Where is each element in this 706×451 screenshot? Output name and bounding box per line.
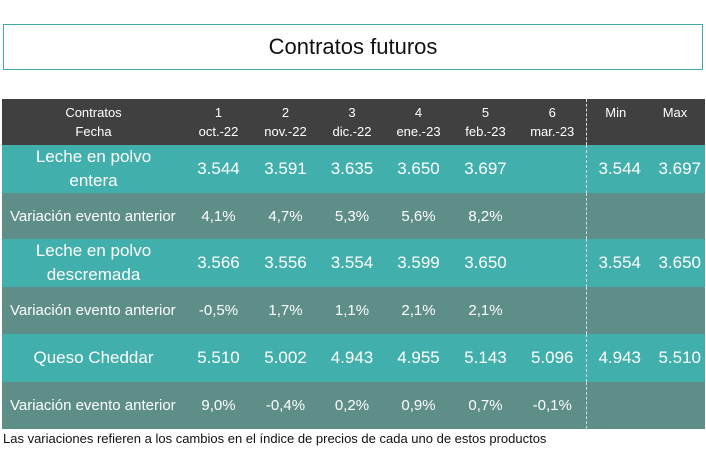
variation-cell <box>519 287 587 334</box>
variation-label: Variación evento anterior <box>2 193 185 239</box>
price-cell: 3.544 <box>185 145 252 193</box>
variation-cell: 8,2% <box>452 193 519 239</box>
futures-table: Contratos Fecha 1 oct.-22 2 nov.-22 3 dic.-… <box>2 99 705 429</box>
product-row: Queso Cheddar 5.510 5.002 4.943 4.955 5.… <box>2 334 705 382</box>
price-cell: 3.599 <box>385 239 452 287</box>
variation-cell: -0,5% <box>185 287 252 334</box>
header-label: Contratos Fecha <box>2 99 185 145</box>
variation-cell: 4,1% <box>185 193 252 239</box>
product-label: Leche en polvo descremada <box>2 239 185 287</box>
header-col-5: 5 feb.-23 <box>452 99 519 145</box>
price-cell: 3.650 <box>385 145 452 193</box>
variation-cell: 0,2% <box>319 382 385 429</box>
variation-cell: 2,1% <box>385 287 452 334</box>
col-number: 4 <box>414 105 423 120</box>
variation-label: Variación evento anterior <box>2 287 185 334</box>
empty-cell <box>645 382 705 429</box>
header-date-label: Fecha <box>75 124 112 139</box>
product-label: Queso Cheddar <box>2 334 185 382</box>
empty-cell <box>645 193 705 239</box>
variation-cell: 0,9% <box>385 382 452 429</box>
price-cell <box>519 145 587 193</box>
variation-cell: 9,0% <box>185 382 252 429</box>
empty-cell <box>586 382 645 429</box>
variation-cell: 0,7% <box>452 382 519 429</box>
product-row: Leche en polvo descremada 3.566 3.556 3.5… <box>2 239 705 287</box>
max-cell: 5.510 <box>645 334 705 382</box>
variation-cell: -0,1% <box>519 382 587 429</box>
variation-row: Variación evento anterior -0,5% 1,7% 1,1… <box>2 287 705 334</box>
col-number: 2 <box>281 105 290 120</box>
max-cell: 3.697 <box>645 145 705 193</box>
col-date: nov.-22 <box>264 124 307 139</box>
header-col-3: 3 dic.-22 <box>319 99 385 145</box>
col-number: 5 <box>481 105 490 120</box>
max-cell: 3.650 <box>645 239 705 287</box>
variation-cell: -0,4% <box>252 382 319 429</box>
header-contracts-label: Contratos <box>65 105 122 120</box>
price-cell: 3.554 <box>319 239 385 287</box>
product-row: Leche en polvo entera 3.544 3.591 3.635 3… <box>2 145 705 193</box>
col-date: mar.-23 <box>530 124 575 139</box>
price-cell: 5.002 <box>252 334 319 382</box>
variation-row: Variación evento anterior 4,1% 4,7% 5,3%… <box>2 193 705 239</box>
variation-row: Variación evento anterior 9,0% -0,4% 0,2… <box>2 382 705 429</box>
variation-cell <box>519 193 587 239</box>
header-min: Min <box>586 99 645 145</box>
variation-cell: 2,1% <box>452 287 519 334</box>
variation-cell: 1,1% <box>319 287 385 334</box>
col-number: 6 <box>548 105 556 120</box>
variation-cell: 4,7% <box>252 193 319 239</box>
price-cell: 3.635 <box>319 145 385 193</box>
price-cell: 5.143 <box>452 334 519 382</box>
variation-cell: 5,3% <box>319 193 385 239</box>
price-cell: 3.556 <box>252 239 319 287</box>
col-number: 3 <box>348 105 356 120</box>
col-date: ene.-23 <box>396 124 441 139</box>
price-cell: 3.591 <box>252 145 319 193</box>
price-cell: 5.096 <box>519 334 587 382</box>
price-cell: 4.943 <box>319 334 385 382</box>
variation-label: Variación evento anterior <box>2 382 185 429</box>
empty-cell <box>586 287 645 334</box>
price-cell: 4.955 <box>385 334 452 382</box>
header-col-4: 4 ene.-23 <box>385 99 452 145</box>
min-cell: 3.544 <box>586 145 645 193</box>
min-cell: 3.554 <box>586 239 645 287</box>
product-label: Leche en polvo entera <box>2 145 185 193</box>
price-cell: 3.650 <box>452 239 519 287</box>
price-cell: 3.697 <box>452 145 519 193</box>
header-row: Contratos Fecha 1 oct.-22 2 nov.-22 3 dic.-… <box>2 99 705 145</box>
footnote: Las variaciones refieren a los cambios e… <box>3 431 547 446</box>
empty-cell <box>586 193 645 239</box>
variation-cell: 1,7% <box>252 287 319 334</box>
page-title: Contratos futuros <box>3 24 703 70</box>
col-date: feb.-23 <box>465 124 506 139</box>
col-date: dic.-22 <box>332 124 372 139</box>
price-cell <box>519 239 587 287</box>
col-date: oct.-22 <box>198 124 239 139</box>
price-cell: 3.566 <box>185 239 252 287</box>
header-col-6: 6 mar.-23 <box>519 99 587 145</box>
price-cell: 5.510 <box>185 334 252 382</box>
header-col-2: 2 nov.-22 <box>252 99 319 145</box>
col-number: 1 <box>214 105 223 120</box>
empty-cell <box>645 287 705 334</box>
header-max: Max <box>645 99 705 145</box>
variation-cell: 5,6% <box>385 193 452 239</box>
min-cell: 4.943 <box>586 334 645 382</box>
header-col-1: 1 oct.-22 <box>185 99 252 145</box>
